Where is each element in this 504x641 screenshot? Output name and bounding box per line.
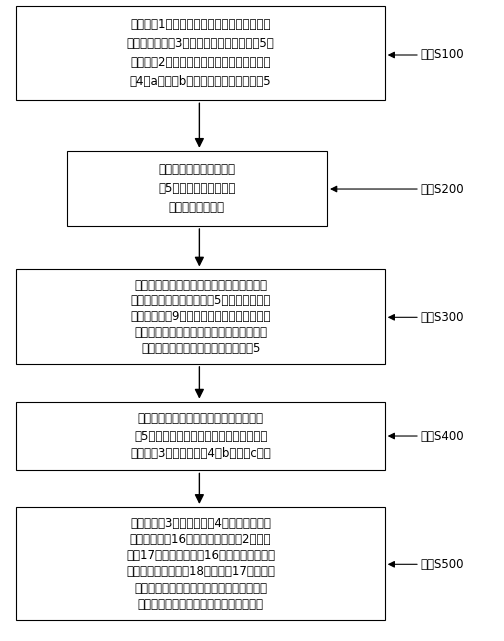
Text: 合、波分复用器3的传导，到达光纤耦合器5；: 合、波分复用器3的传导，到达光纤耦合器5； [127, 37, 275, 50]
Text: 器4的a端口、b端口，传导到光纤耦合器5: 器4的a端口、b端口，传导到光纤耦合器5 [130, 75, 272, 88]
FancyBboxPatch shape [17, 269, 385, 364]
Text: 集卡17采集平衡探测器16输出的特定周期的: 集卡17采集平衡探测器16输出的特定周期的 [126, 549, 275, 562]
Text: 器5被分为两路，分别第: 器5被分为两路，分别第 [158, 182, 235, 195]
Text: 扫频光源2发出的光源光束依次经过光纤环形: 扫频光源2发出的光源光束依次经过光纤环形 [131, 56, 271, 69]
Text: 步骤S500: 步骤S500 [420, 558, 463, 570]
Text: 步骤S200: 步骤S200 [420, 183, 464, 196]
Text: 步骤S100: 步骤S100 [420, 49, 464, 62]
Text: 探头成像模块9处理并对样品进行成像，得到: 探头成像模块9处理并对样品进行成像，得到 [131, 310, 271, 323]
Text: 步骤S300: 步骤S300 [420, 311, 463, 324]
Text: 器5中发生干涉，干涉光信号分别返回到波: 器5中发生干涉，干涉光信号分别返回到波 [134, 429, 267, 442]
FancyBboxPatch shape [67, 151, 327, 226]
FancyBboxPatch shape [17, 6, 385, 100]
Text: 的三维图像以及特定深度的横向截面图像: 的三维图像以及特定深度的横向截面图像 [138, 598, 264, 611]
Text: 具有共聚焦扫描成像效果的样品信号光束，: 具有共聚焦扫描成像效果的样品信号光束， [134, 326, 267, 339]
Text: 被平衡探测器16探测到，扫频光源2控制采: 被平衡探测器16探测到，扫频光源2控制采 [130, 533, 271, 546]
Text: 波分复用器3和光纤环形器4中的干涉光信号: 波分复用器3和光纤环形器4中的干涉光信号 [130, 517, 271, 529]
Text: 干涉信号进行处理运算，得到具有一定深度: 干涉信号进行处理运算，得到具有一定深度 [134, 581, 267, 594]
Text: 一光束和第二光束: 一光束和第二光束 [169, 201, 225, 213]
Text: 束并原路返回到光纤耦合器5；第二光束经过: 束并原路返回到光纤耦合器5；第二光束经过 [131, 294, 271, 308]
Text: 引导光源1发出的光源光束，经过单模光纤耦: 引导光源1发出的光源光束，经过单模光纤耦 [131, 18, 271, 31]
FancyBboxPatch shape [17, 401, 385, 470]
Text: 样品信号光束原路返回到光纤耦合器5: 样品信号光束原路返回到光纤耦合器5 [141, 342, 260, 354]
Text: 干涉信号，处理模块18对采集卡17采集到的: 干涉信号，处理模块18对采集卡17采集到的 [126, 565, 275, 578]
Text: 参考信号光束和样品信号光束在光纤耦合: 参考信号光束和样品信号光束在光纤耦合 [138, 412, 264, 425]
Text: 两束光源光束在光纤耦合: 两束光源光束在光纤耦合 [158, 163, 235, 176]
Text: 第一光束经过参考臂处理后形成参考信号光: 第一光束经过参考臂处理后形成参考信号光 [134, 279, 267, 292]
Text: 步骤S400: 步骤S400 [420, 429, 464, 442]
FancyBboxPatch shape [17, 507, 385, 620]
Text: 分复用器3、光纤环形器4的b端口和c端口: 分复用器3、光纤环形器4的b端口和c端口 [130, 447, 271, 460]
